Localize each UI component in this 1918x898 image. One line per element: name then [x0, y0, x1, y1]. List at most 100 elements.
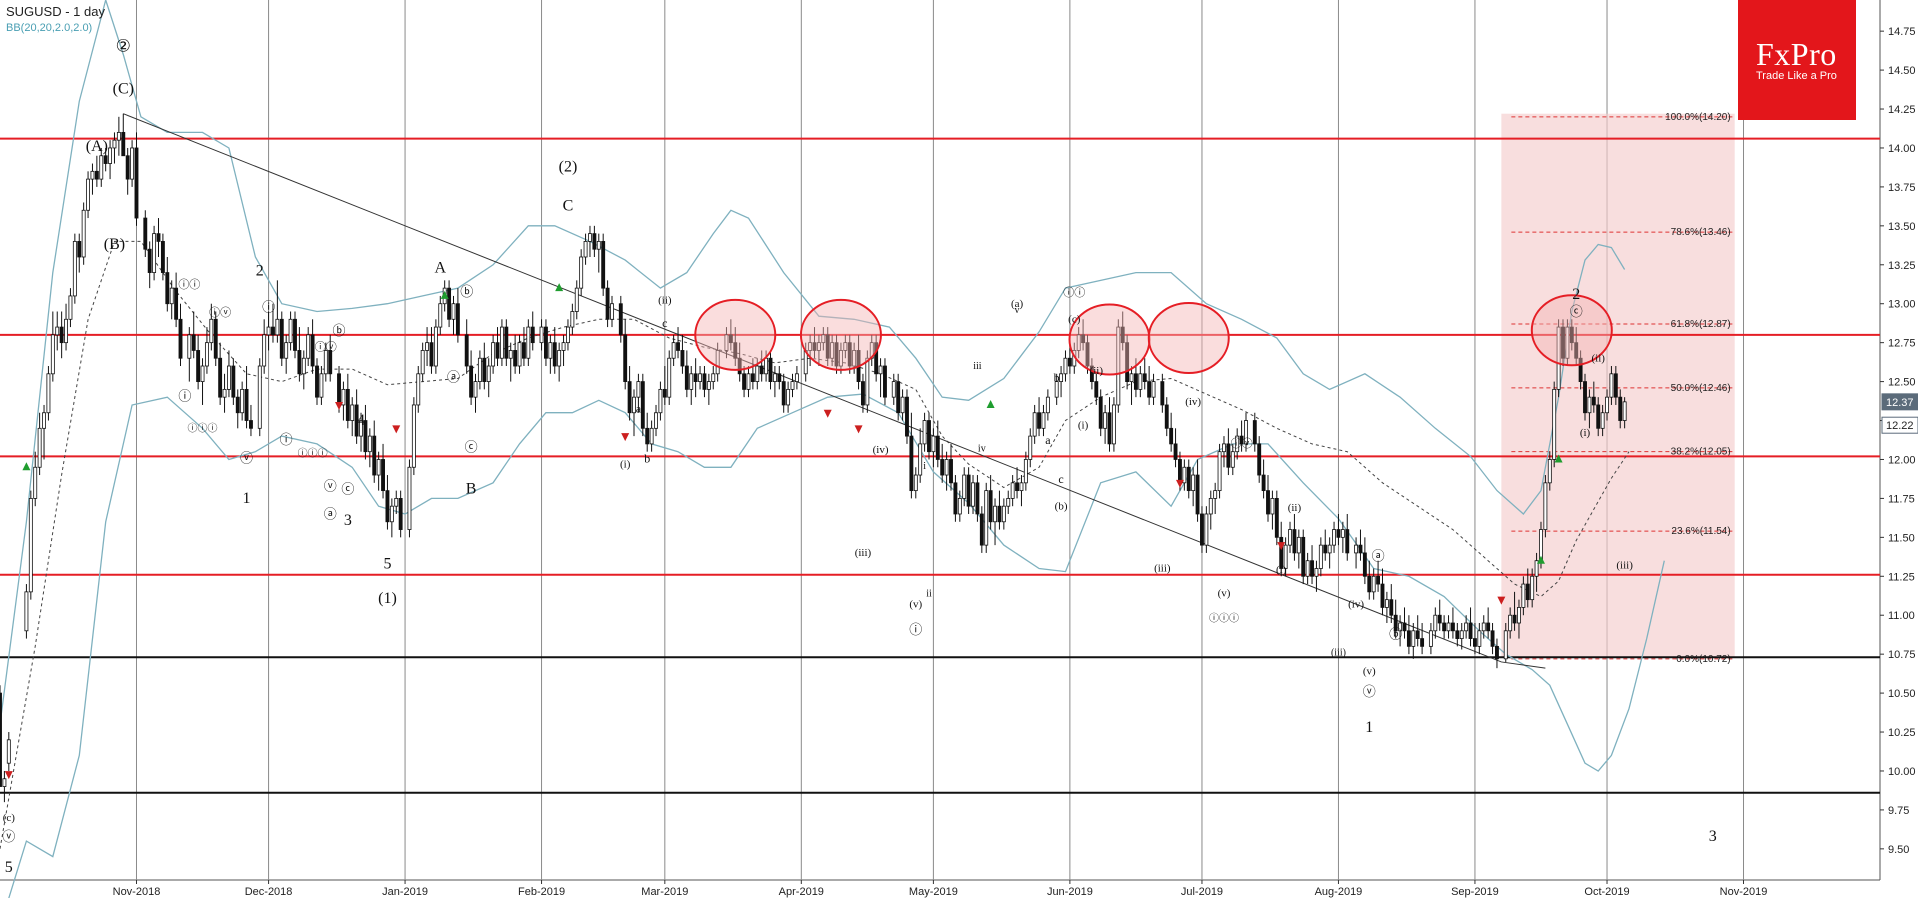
candle-body: [1543, 482, 1548, 530]
candle-body: [931, 435, 936, 453]
bb-middle-band: [0, 240, 1630, 849]
candle-body: [1384, 599, 1389, 608]
wave-label: i: [923, 461, 926, 472]
candle-body: [544, 326, 548, 359]
candle-body: [416, 373, 421, 406]
wave-label: ⓘ: [280, 432, 293, 447]
candle-body: [1569, 326, 1574, 344]
fib-level-label: 100.0%(14.20): [1665, 112, 1731, 123]
candle-body: [1270, 498, 1275, 515]
candle-body: [596, 241, 601, 250]
candle-body: [1481, 622, 1486, 632]
candle-body: [1288, 529, 1292, 546]
wave-label: ⓐ: [1372, 549, 1385, 564]
candle-body: [1252, 420, 1257, 445]
wave-label: ⓥ: [240, 451, 253, 466]
candle-body: [711, 373, 716, 382]
candle-body: [1226, 443, 1231, 468]
current-price-label: 12.22: [1886, 420, 1914, 432]
candle-body: [1552, 388, 1557, 460]
candle-body: [1266, 490, 1270, 515]
wave-label: ⓘⓥ: [1231, 437, 1253, 450]
candle-body: [200, 365, 205, 382]
signal-arrows: [4, 283, 1563, 780]
candle-body: [557, 350, 562, 367]
candle-body: [825, 334, 830, 359]
candle-body: [59, 326, 64, 344]
x-tick-label: Oct-2019: [1584, 886, 1629, 898]
candle-body: [1098, 396, 1103, 429]
wave-label: c: [662, 316, 667, 330]
candle-body: [147, 248, 152, 273]
candle-body: [1437, 614, 1442, 624]
wave-label: 5: [5, 859, 13, 876]
y-tick-label: 13.50: [1888, 221, 1916, 233]
candle-body: [266, 326, 271, 336]
candle-body: [1371, 575, 1376, 593]
candle-body: [1332, 529, 1336, 546]
wave-label: (ii): [1090, 365, 1104, 377]
y-tick-label: 13.75: [1888, 182, 1916, 194]
candle-body: [271, 326, 275, 336]
candle-body: [1208, 498, 1213, 515]
candle-body: [504, 326, 509, 359]
candle-body: [561, 342, 566, 351]
candle-body: [363, 420, 368, 453]
current-price-label: 12.37: [1886, 397, 1914, 409]
y-tick-label: 14.00: [1888, 143, 1916, 155]
wave-label: ⓘⓘ: [1063, 286, 1085, 299]
y-tick-label: 12.00: [1888, 454, 1916, 466]
candle-body: [1186, 466, 1191, 492]
candle-body: [702, 373, 707, 390]
wave-label: (ii): [1591, 352, 1605, 364]
candle-body: [698, 373, 702, 382]
candle-body: [742, 373, 747, 390]
candle-body: [1327, 544, 1332, 554]
fib-level-label: 61.8%(12.87): [1671, 319, 1731, 330]
candle-body: [957, 498, 962, 515]
candle-body: [1561, 326, 1565, 359]
candle-body: [676, 342, 680, 351]
candle-body: [350, 404, 355, 421]
candle-body: [1089, 365, 1094, 382]
candle-body: [1323, 544, 1328, 554]
candle-body: [244, 388, 249, 421]
candle-body: [566, 326, 570, 344]
candle-body: [367, 435, 372, 453]
bb-lower-band: [8, 393, 1665, 898]
candle-body: [187, 334, 192, 359]
wave-label: (iii): [1154, 563, 1171, 575]
candle-body: [130, 147, 135, 180]
candle-body: [28, 498, 33, 593]
candle-body: [539, 326, 544, 344]
bollinger-bands: [0, 0, 1665, 898]
candle-body: [24, 591, 29, 632]
candle-body: [905, 396, 909, 437]
candle-body: [1393, 614, 1398, 632]
x-tick-label: Nov-2019: [1720, 886, 1768, 898]
buy-arrow: [22, 462, 31, 471]
wave-label: (A): [86, 138, 108, 155]
candle-body: [1006, 498, 1011, 507]
candle-body: [1495, 645, 1499, 660]
candle-body: [997, 505, 1002, 523]
chart-title: SUGUSD - 1 day: [6, 4, 105, 19]
candle-body: [794, 373, 799, 382]
candle-body: [684, 365, 689, 390]
candle-body: [1530, 575, 1535, 601]
y-tick-label: 12.50: [1888, 377, 1916, 389]
candle-body: [125, 155, 130, 180]
candle-body: [477, 357, 482, 382]
candle-body: [1618, 396, 1623, 421]
candle-body: [94, 170, 99, 180]
candle-body: [2, 778, 7, 787]
candle-body: [279, 318, 284, 359]
candle-body: [1169, 427, 1174, 445]
candle-body: [297, 350, 302, 375]
candle-body: [891, 381, 896, 398]
wave-label: ii: [926, 589, 932, 600]
wave-label: ⓑ: [1389, 627, 1402, 642]
candle-body: [645, 427, 650, 445]
